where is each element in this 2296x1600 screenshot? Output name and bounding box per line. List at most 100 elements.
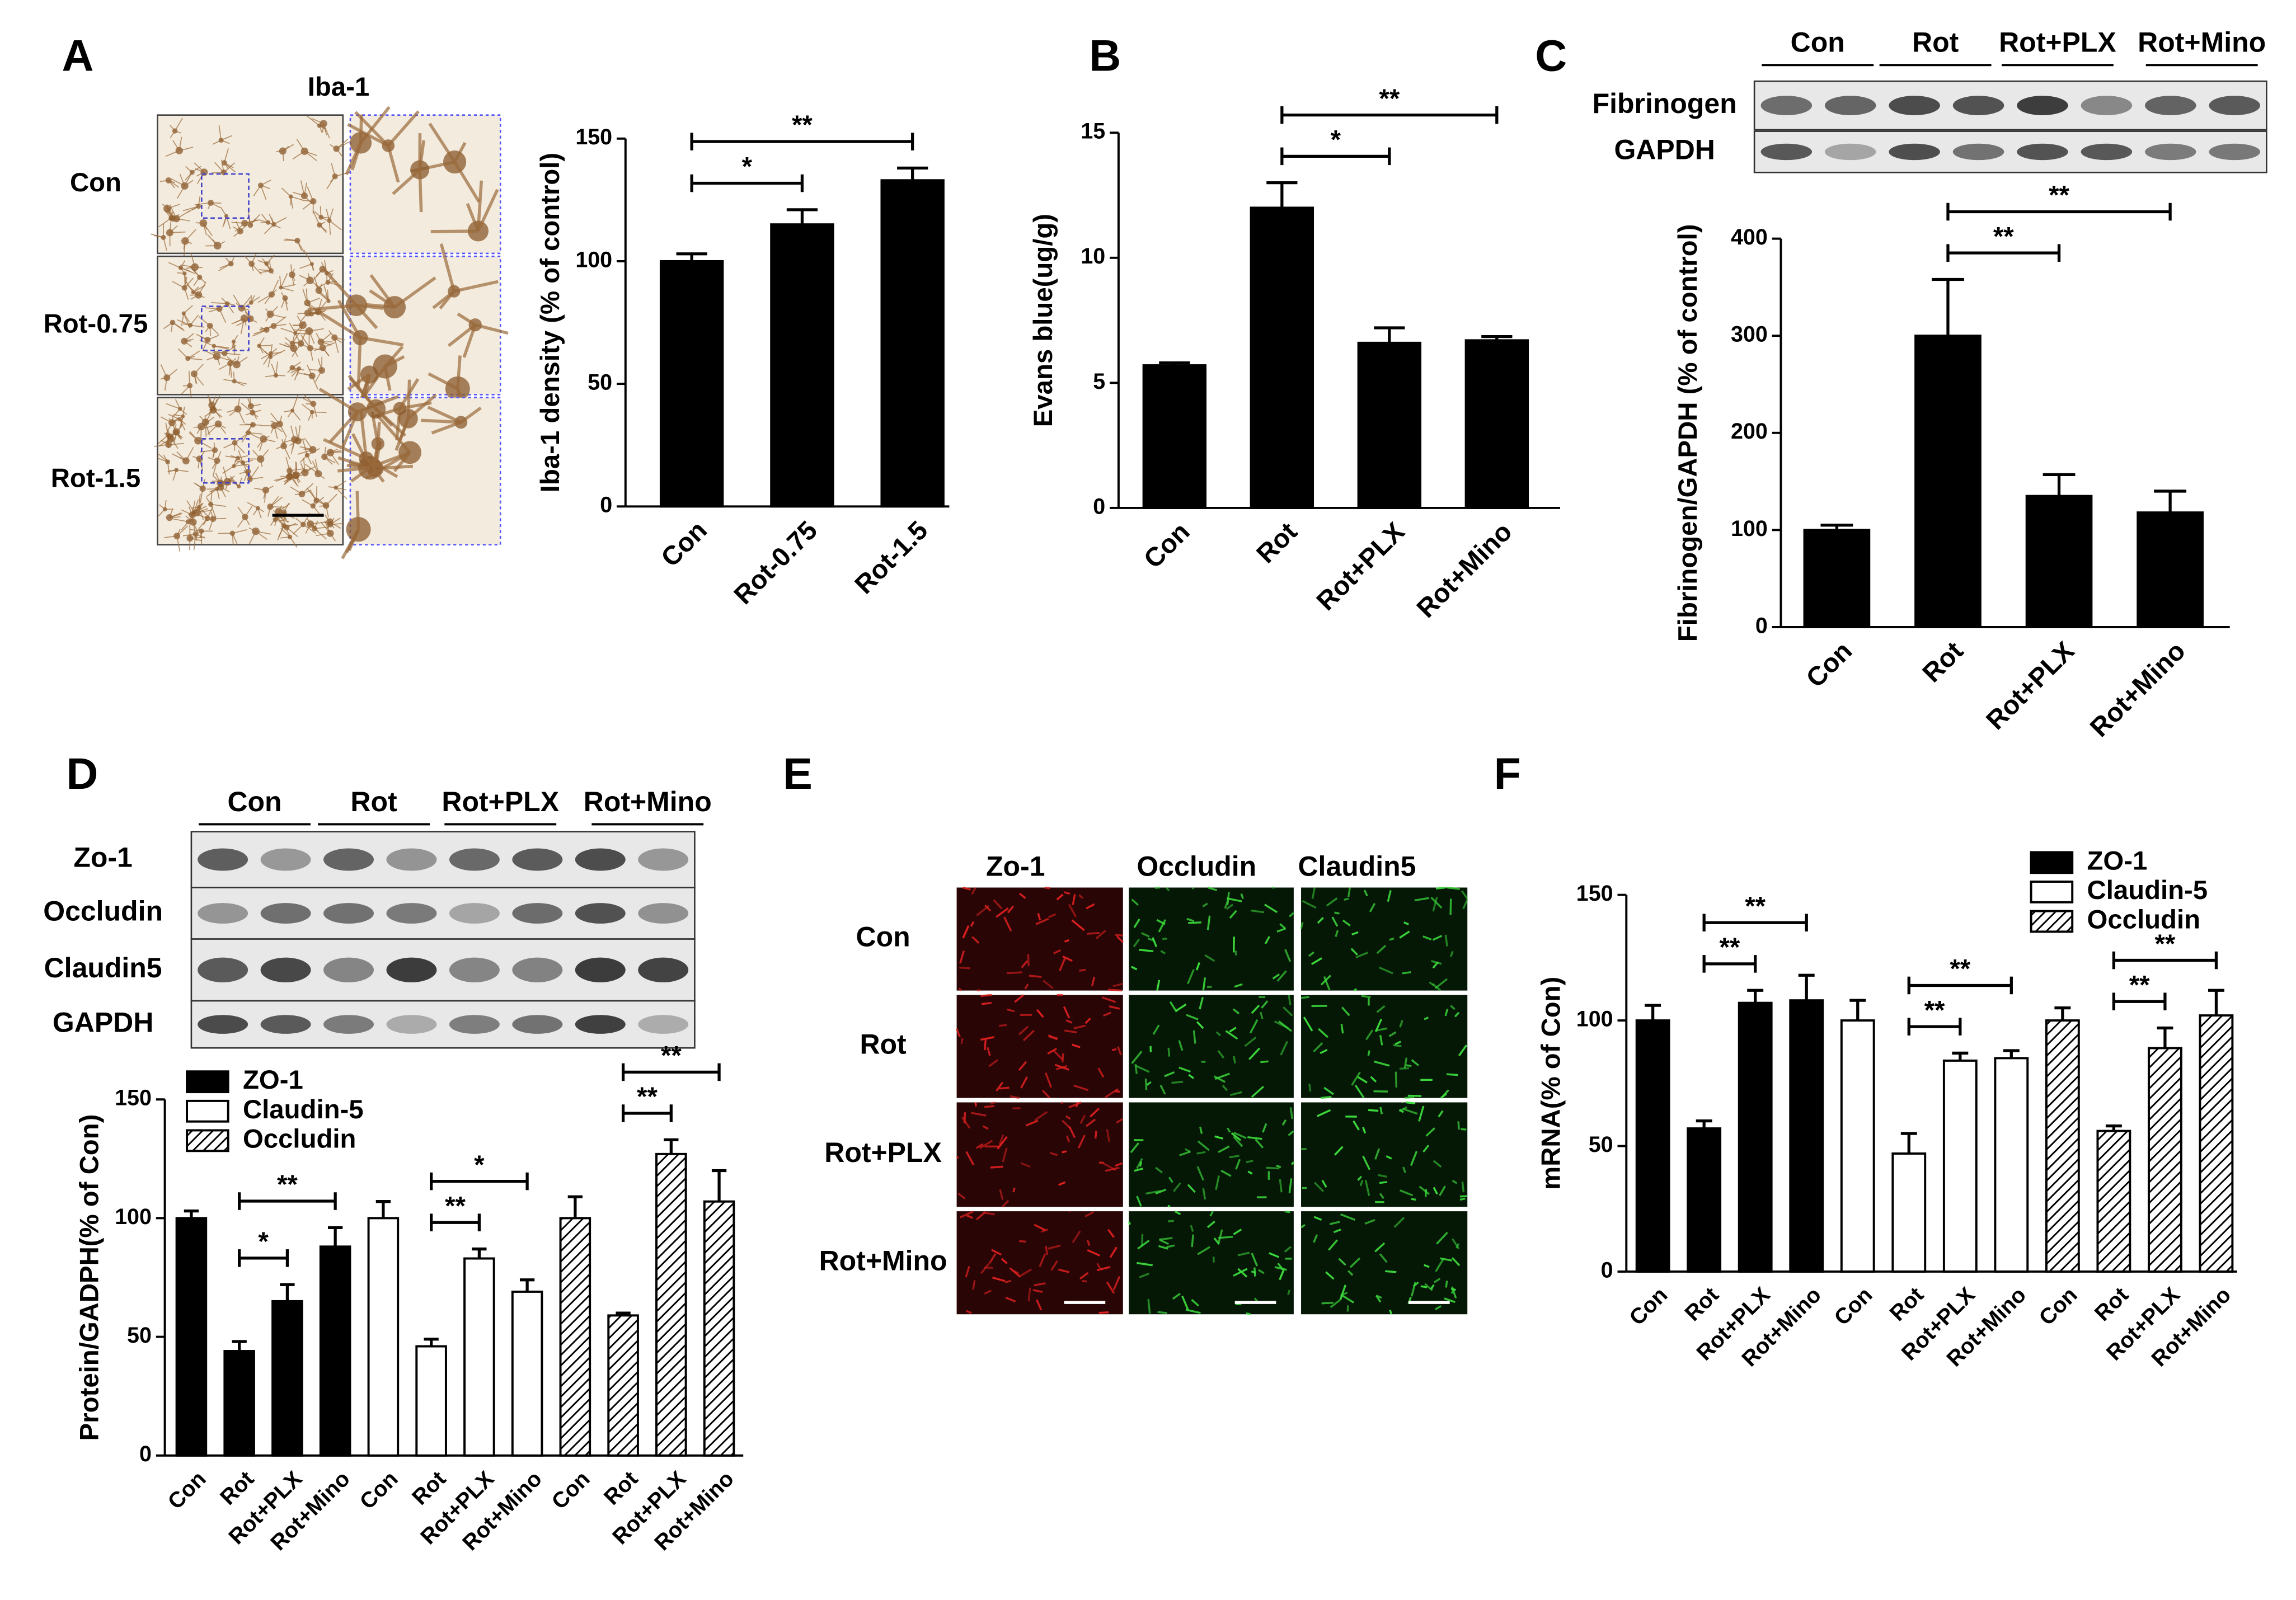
- process: [266, 263, 274, 274]
- process: [223, 467, 228, 482]
- vessel: [1229, 1027, 1237, 1033]
- vessel: [1168, 1177, 1173, 1183]
- process: [281, 187, 292, 197]
- process: [190, 314, 199, 326]
- vessel: [1462, 899, 1468, 910]
- vessel: [1350, 948, 1358, 956]
- vessel: [1455, 1243, 1460, 1249]
- vessel: [972, 1280, 976, 1290]
- y-tick-label: 100: [575, 247, 612, 272]
- vessel: [980, 994, 992, 997]
- process: [216, 356, 220, 365]
- process: [393, 276, 436, 309]
- process: [274, 425, 283, 432]
- process: [267, 356, 271, 368]
- y-tick-label: 150: [115, 1086, 152, 1110]
- vessel: [1303, 1017, 1313, 1032]
- process: [275, 375, 285, 377]
- fluorescence-image: [956, 886, 1124, 992]
- x-tick-label: Con: [655, 515, 713, 573]
- vessel: [1353, 1120, 1360, 1131]
- process: [168, 180, 180, 188]
- process: [292, 274, 294, 286]
- process: [164, 500, 167, 510]
- process: [223, 162, 236, 173]
- vessel: [1102, 1011, 1111, 1017]
- process: [312, 460, 319, 474]
- process: [334, 337, 342, 343]
- sig-label: **: [2129, 970, 2150, 1000]
- process: [236, 302, 242, 309]
- sig-label: *: [474, 1150, 485, 1180]
- x-tick-label: Rot+PLX: [1980, 636, 2080, 736]
- vessel: [1461, 1128, 1467, 1131]
- process: [306, 288, 308, 303]
- vessel: [1361, 995, 1371, 999]
- process: [194, 162, 205, 173]
- blot-band: [2017, 96, 2068, 115]
- vessel: [1444, 1297, 1455, 1303]
- process: [232, 529, 247, 534]
- process: [322, 347, 330, 356]
- process: [309, 328, 324, 332]
- panel-letter: D: [66, 749, 98, 798]
- vessel: [966, 1215, 974, 1219]
- bar: [1357, 341, 1422, 509]
- fluorescence-image: [1129, 995, 1294, 1098]
- vessel: [1010, 1095, 1020, 1099]
- y-tick-label: 0: [600, 493, 612, 517]
- process: [169, 222, 172, 233]
- vessel: [1403, 1108, 1418, 1115]
- process: [286, 527, 298, 537]
- vessel: [1027, 1287, 1031, 1302]
- vessel: [1308, 1084, 1312, 1092]
- vessel: [1056, 893, 1064, 901]
- process: [292, 395, 299, 411]
- process: [270, 348, 278, 354]
- vessel: [1461, 890, 1468, 900]
- blot-band: [386, 957, 437, 982]
- vessel: [1229, 1091, 1242, 1097]
- vessel: [1047, 1047, 1057, 1055]
- vessel: [1014, 994, 1025, 1003]
- blot-band: [449, 1015, 500, 1034]
- vessel: [1034, 1110, 1048, 1121]
- process: [193, 276, 200, 286]
- vessel: [1269, 1252, 1279, 1258]
- process: [227, 359, 237, 365]
- vessel: [1039, 1253, 1046, 1267]
- blot-band: [2081, 143, 2133, 161]
- vessel: [1233, 1131, 1247, 1139]
- vessel: [1131, 898, 1139, 906]
- process: [171, 322, 173, 332]
- x-tick-label: Rot: [1680, 1282, 1724, 1326]
- sig-label: **: [637, 1082, 658, 1112]
- y-axis-label: mRNA(% of Con): [1536, 977, 1566, 1190]
- micrograph-bg: [157, 114, 344, 255]
- legend-label: ZO-1: [2087, 846, 2148, 876]
- legend-label: Occludin: [243, 1124, 356, 1154]
- vessel: [1218, 1145, 1230, 1154]
- vessel: [1436, 1231, 1448, 1245]
- process: [206, 488, 218, 490]
- process: [160, 364, 168, 378]
- vessel: [1077, 1135, 1086, 1149]
- process: [304, 182, 307, 196]
- process: [255, 530, 267, 540]
- vessel: [1020, 1268, 1032, 1277]
- process: [158, 509, 166, 516]
- vessel: [1029, 975, 1042, 978]
- vessel: [1058, 1181, 1066, 1186]
- vessel: [1139, 1161, 1142, 1167]
- process: [335, 480, 347, 488]
- vessel: [1451, 1257, 1461, 1267]
- vessel: [1158, 1245, 1168, 1250]
- process: [232, 533, 238, 544]
- vessel: [1338, 1258, 1346, 1266]
- process: [476, 189, 499, 232]
- vessel: [1445, 1281, 1448, 1288]
- blot-band: [1824, 143, 1876, 161]
- vessel: [1300, 1223, 1306, 1229]
- bar: [880, 179, 945, 508]
- vessel: [974, 1102, 977, 1107]
